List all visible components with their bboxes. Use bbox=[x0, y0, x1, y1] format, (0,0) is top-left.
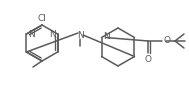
Text: N: N bbox=[49, 29, 56, 39]
Text: O: O bbox=[145, 55, 152, 64]
Text: O: O bbox=[163, 36, 170, 45]
Text: Cl: Cl bbox=[38, 14, 46, 23]
Text: N: N bbox=[104, 32, 110, 41]
Text: N: N bbox=[28, 29, 35, 39]
Text: N: N bbox=[77, 31, 83, 40]
